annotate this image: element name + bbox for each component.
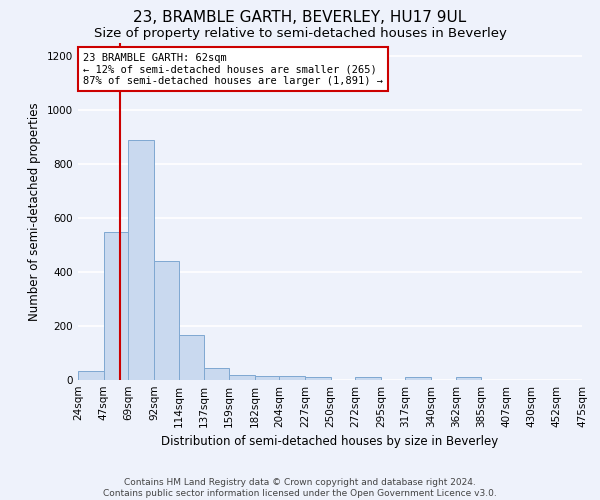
Bar [279,376,305,380]
Bar [254,376,279,380]
Bar [78,370,104,380]
Bar [179,336,204,380]
Y-axis label: Number of semi-detached properties: Number of semi-detached properties [28,102,41,320]
Bar [305,378,331,380]
Text: 23, BRAMBLE GARTH, BEVERLEY, HU17 9UL: 23, BRAMBLE GARTH, BEVERLEY, HU17 9UL [133,10,467,25]
Bar [128,140,154,380]
X-axis label: Distribution of semi-detached houses by size in Beverley: Distribution of semi-detached houses by … [161,436,499,448]
Bar [456,378,481,380]
Bar [229,374,254,380]
Bar [406,378,431,380]
Bar [355,378,381,380]
Text: Size of property relative to semi-detached houses in Beverley: Size of property relative to semi-detach… [94,28,506,40]
Bar [154,261,179,380]
Bar [104,232,128,380]
Text: 23 BRAMBLE GARTH: 62sqm
← 12% of semi-detached houses are smaller (265)
87% of s: 23 BRAMBLE GARTH: 62sqm ← 12% of semi-de… [83,52,383,86]
Bar [204,368,229,380]
Text: Contains HM Land Registry data © Crown copyright and database right 2024.
Contai: Contains HM Land Registry data © Crown c… [103,478,497,498]
